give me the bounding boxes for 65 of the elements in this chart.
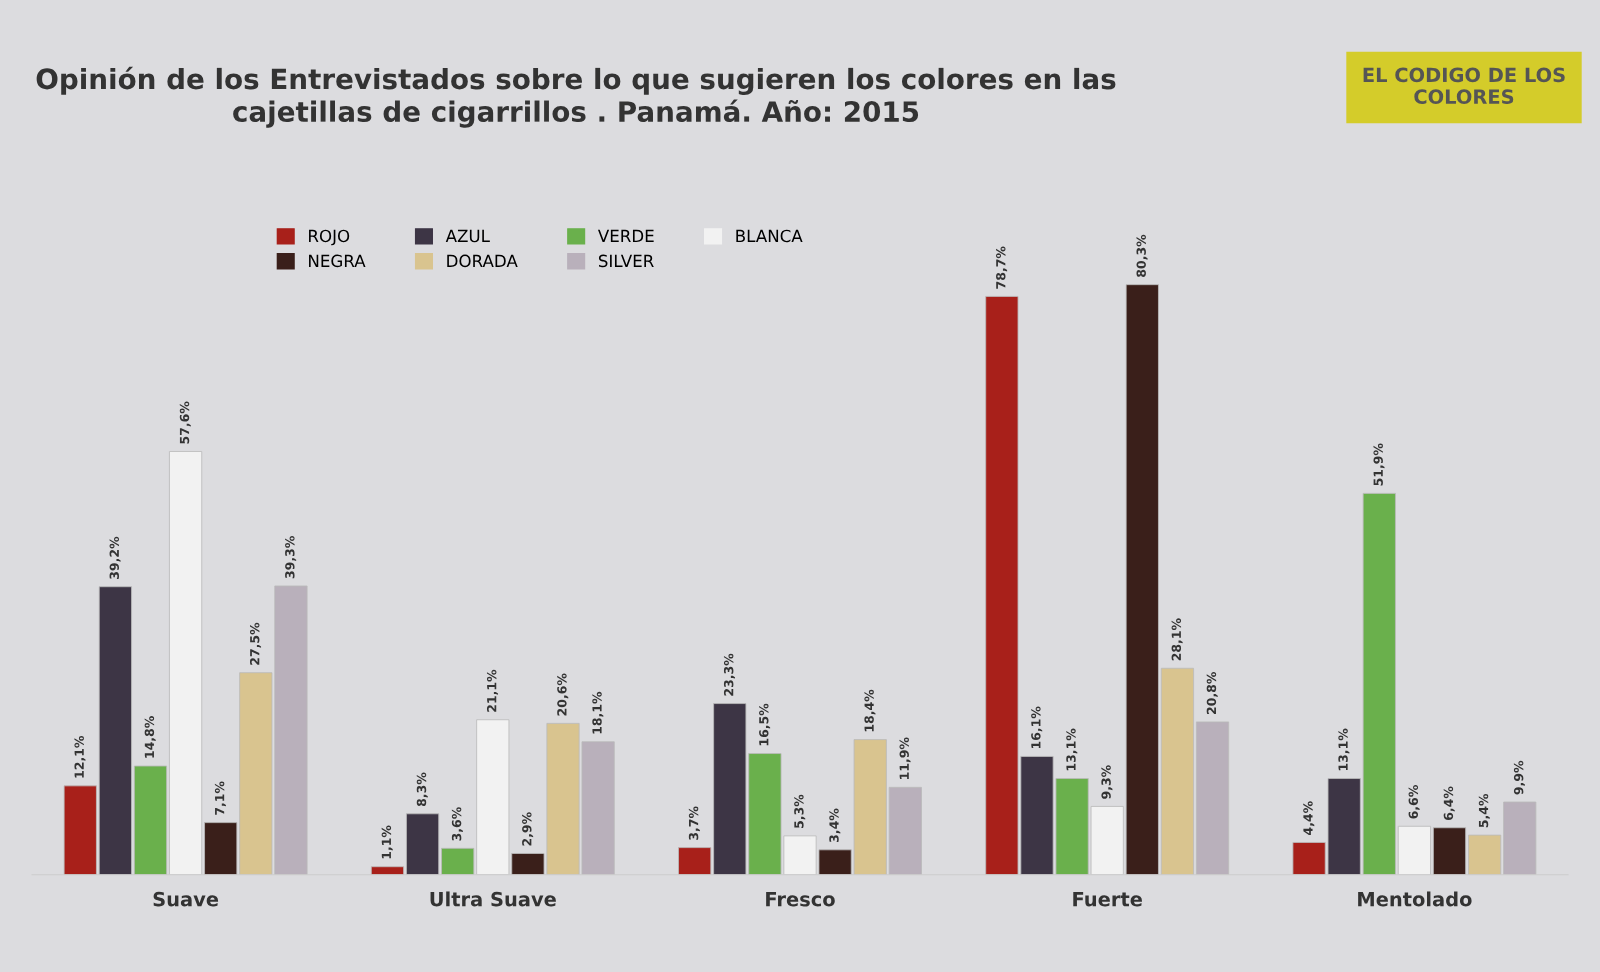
data-label: 13,1%: [1066, 728, 1078, 771]
data-label: 78,7%: [996, 246, 1008, 289]
bar: [169, 451, 203, 875]
bar: [133, 765, 168, 875]
data-label: 3,7%: [688, 806, 700, 840]
legend-label: AZUL: [445, 229, 490, 243]
bar: [888, 786, 922, 875]
data-label: 16,1%: [1031, 706, 1043, 749]
data-label: 14,8%: [144, 716, 156, 758]
x-tick-label: Mentolado: [1358, 891, 1472, 907]
data-label: 21,1%: [486, 669, 499, 712]
data-label: 57,6%: [179, 401, 191, 444]
data-label: 39,2%: [109, 536, 121, 579]
bar: [1160, 667, 1194, 875]
data-label: 20,8%: [1206, 672, 1218, 714]
data-label: 23,3%: [723, 653, 736, 696]
bar: [1125, 284, 1159, 875]
data-label: 4,4%: [1303, 801, 1315, 835]
x-tick-label: Ultra Suave: [430, 891, 556, 907]
bar: [1432, 827, 1467, 875]
data-label: 16,5%: [759, 703, 771, 746]
bar: [1503, 801, 1537, 875]
data-label: 7,1%: [214, 781, 226, 815]
data-label: 2,9%: [522, 812, 534, 846]
data-label: 80,3%: [1136, 234, 1148, 277]
data-label: 12,1%: [74, 735, 86, 778]
data-label: 28,1%: [1171, 618, 1183, 661]
data-label: 18,4%: [864, 689, 876, 732]
bar: [98, 586, 132, 875]
data-label: 3,6%: [451, 807, 463, 841]
data-label: 9,3%: [1101, 765, 1113, 799]
data-label: 6,4%: [1443, 786, 1455, 821]
data-label: 20,6%: [557, 673, 569, 716]
data-label: 5,4%: [1478, 793, 1490, 828]
bar: [406, 813, 440, 875]
legend-label: VERDE: [597, 229, 654, 243]
x-tick-label: Fuerte: [1073, 892, 1142, 907]
data-label: 9,9%: [1513, 760, 1525, 795]
chart-title: Opinión de los Entrevistados sobre lo que sugieren los colores en las cajetillas de cigarrillos . Panamá. Año: 2015: [36, 66, 1116, 128]
data-label: 39,3%: [285, 536, 297, 579]
data-label: 1,1%: [381, 825, 393, 859]
data-label: 3,4%: [829, 808, 841, 843]
bar: [1397, 825, 1431, 875]
x-tick-label: Suave: [153, 891, 219, 907]
bar: [1195, 721, 1230, 875]
data-label: 13,1%: [1338, 728, 1350, 771]
bar: [441, 847, 475, 875]
legend-label: DORADA: [447, 254, 518, 268]
data-label: 5,3%: [794, 794, 806, 828]
x-tick-label: Fresco: [766, 892, 835, 907]
bar: [1468, 834, 1502, 875]
bar: [678, 847, 712, 875]
data-label: 18,1%: [592, 691, 604, 734]
data-label: 51,9%: [1373, 443, 1385, 486]
data-label: 11,9%: [899, 737, 911, 779]
data-label: 27,5%: [249, 622, 262, 665]
legend-label: NEGRA: [309, 254, 366, 268]
legend-label: BLANCA: [736, 229, 803, 243]
legend-label: ROJO: [309, 229, 350, 246]
legend-label: SILVER: [598, 254, 654, 268]
bar: [63, 785, 97, 875]
data-label: 6,6%: [1408, 785, 1420, 819]
data-label: 8,3%: [416, 772, 428, 807]
text: EL CODIGO DE LOS COLORES: [1363, 67, 1565, 105]
bar: [370, 866, 405, 875]
